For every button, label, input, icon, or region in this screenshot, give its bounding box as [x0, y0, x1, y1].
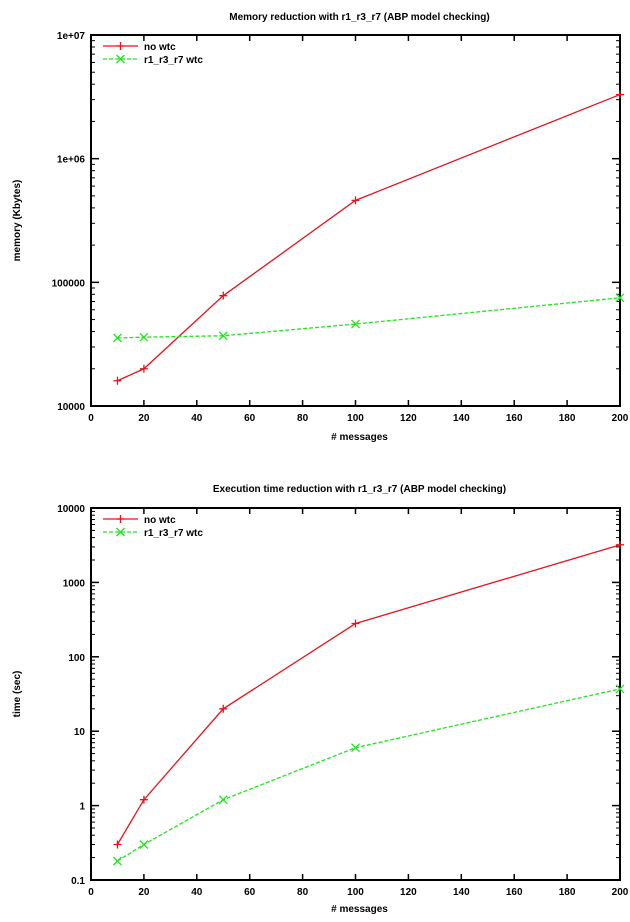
data-point: [615, 293, 625, 303]
legend-label: r1_r3_r7 wtc: [144, 55, 203, 66]
data-point: [351, 743, 360, 753]
y-tick-label: 10000: [57, 504, 85, 515]
chart-title: Execution time reduction with r1_r3_r7 (…: [213, 484, 506, 495]
x-tick-label: 160: [506, 413, 523, 424]
x-tick-label: 180: [559, 887, 576, 898]
y-tick-label: 1e+07: [57, 31, 86, 42]
data-point: [139, 795, 148, 804]
data-point: [616, 90, 624, 99]
x-tick-label: 60: [244, 887, 256, 898]
x-tick-label: 40: [191, 887, 203, 898]
y-tick-label: 100000: [52, 278, 86, 289]
legend-label: r1_r3_r7 wtc: [144, 528, 203, 539]
x-tick-label: 20: [138, 887, 150, 898]
data-point: [113, 376, 122, 385]
x-tick-label: 0: [88, 413, 94, 424]
series-1: no wtc: [103, 42, 624, 385]
y-tick-label: 1e+06: [57, 155, 86, 166]
legend-marker: [116, 527, 125, 537]
x-tick-label: 20: [138, 413, 150, 424]
x-axis-label: # messages: [331, 432, 388, 443]
legend-marker: [116, 515, 125, 523]
x-tick-label: 120: [400, 887, 417, 898]
y-tick-label: 1000: [63, 578, 86, 589]
data-point: [139, 364, 148, 373]
x-tick-label: 100: [347, 887, 364, 898]
series-line: [117, 297, 621, 339]
x-tick-label: 140: [453, 887, 470, 898]
x-tick-label: 0: [88, 887, 94, 898]
x-tick-label: 200: [612, 413, 629, 424]
x-tick-label: 100: [347, 413, 364, 424]
legend-marker: [116, 54, 125, 64]
x-tick-label: 160: [506, 887, 523, 898]
data-point: [351, 319, 360, 329]
data-point: [219, 291, 228, 300]
x-tick-label: 180: [559, 413, 576, 424]
series-line: [117, 93, 621, 382]
data-point: [113, 840, 122, 849]
data-point: [351, 619, 360, 628]
y-axis-label: time (sec): [12, 671, 23, 718]
data-point: [139, 332, 149, 342]
x-axis-label: # messages: [331, 904, 388, 915]
y-tick-label: 0.1: [71, 876, 85, 887]
chart-1: Memory reduction with r1_r3_r7 (ABP mode…: [12, 12, 629, 443]
series-line: [116, 544, 621, 845]
series-2: r1_r3_r7 wtc: [103, 527, 625, 866]
legend-marker: [116, 42, 125, 50]
y-axis-label: memory (Kbytes): [12, 180, 23, 262]
x-tick-label: 200: [612, 887, 629, 898]
x-tick-label: 80: [297, 413, 309, 424]
plot-frame: [90, 34, 621, 407]
y-tick-label: 1: [79, 802, 85, 813]
y-tick-label: 10000: [57, 402, 85, 413]
x-tick-label: 60: [244, 413, 256, 424]
data-point: [112, 333, 122, 343]
chart-2: Execution time reduction with r1_r3_r7 (…: [12, 484, 629, 915]
legend-label: no wtc: [144, 515, 176, 526]
data-point: [139, 840, 149, 849]
legend-label: no wtc: [144, 42, 176, 53]
series-1: no wtc: [103, 515, 624, 849]
chart-title: Memory reduction with r1_r3_r7 (ABP mode…: [229, 12, 489, 23]
data-point: [351, 196, 360, 205]
x-tick-label: 40: [191, 413, 203, 424]
data-point: [219, 704, 228, 713]
plot-frame: [90, 507, 621, 881]
data-point: [615, 684, 625, 694]
x-tick-label: 140: [453, 413, 470, 424]
series-line: [117, 688, 621, 862]
y-tick-label: 100: [68, 653, 85, 664]
x-tick-label: 120: [400, 413, 417, 424]
data-point: [112, 856, 122, 866]
data-point: [218, 331, 228, 341]
data-point: [616, 540, 624, 549]
y-tick-label: 10: [74, 727, 86, 738]
x-tick-label: 80: [297, 887, 309, 898]
data-point: [218, 795, 228, 805]
series-2: r1_r3_r7 wtc: [103, 54, 625, 343]
